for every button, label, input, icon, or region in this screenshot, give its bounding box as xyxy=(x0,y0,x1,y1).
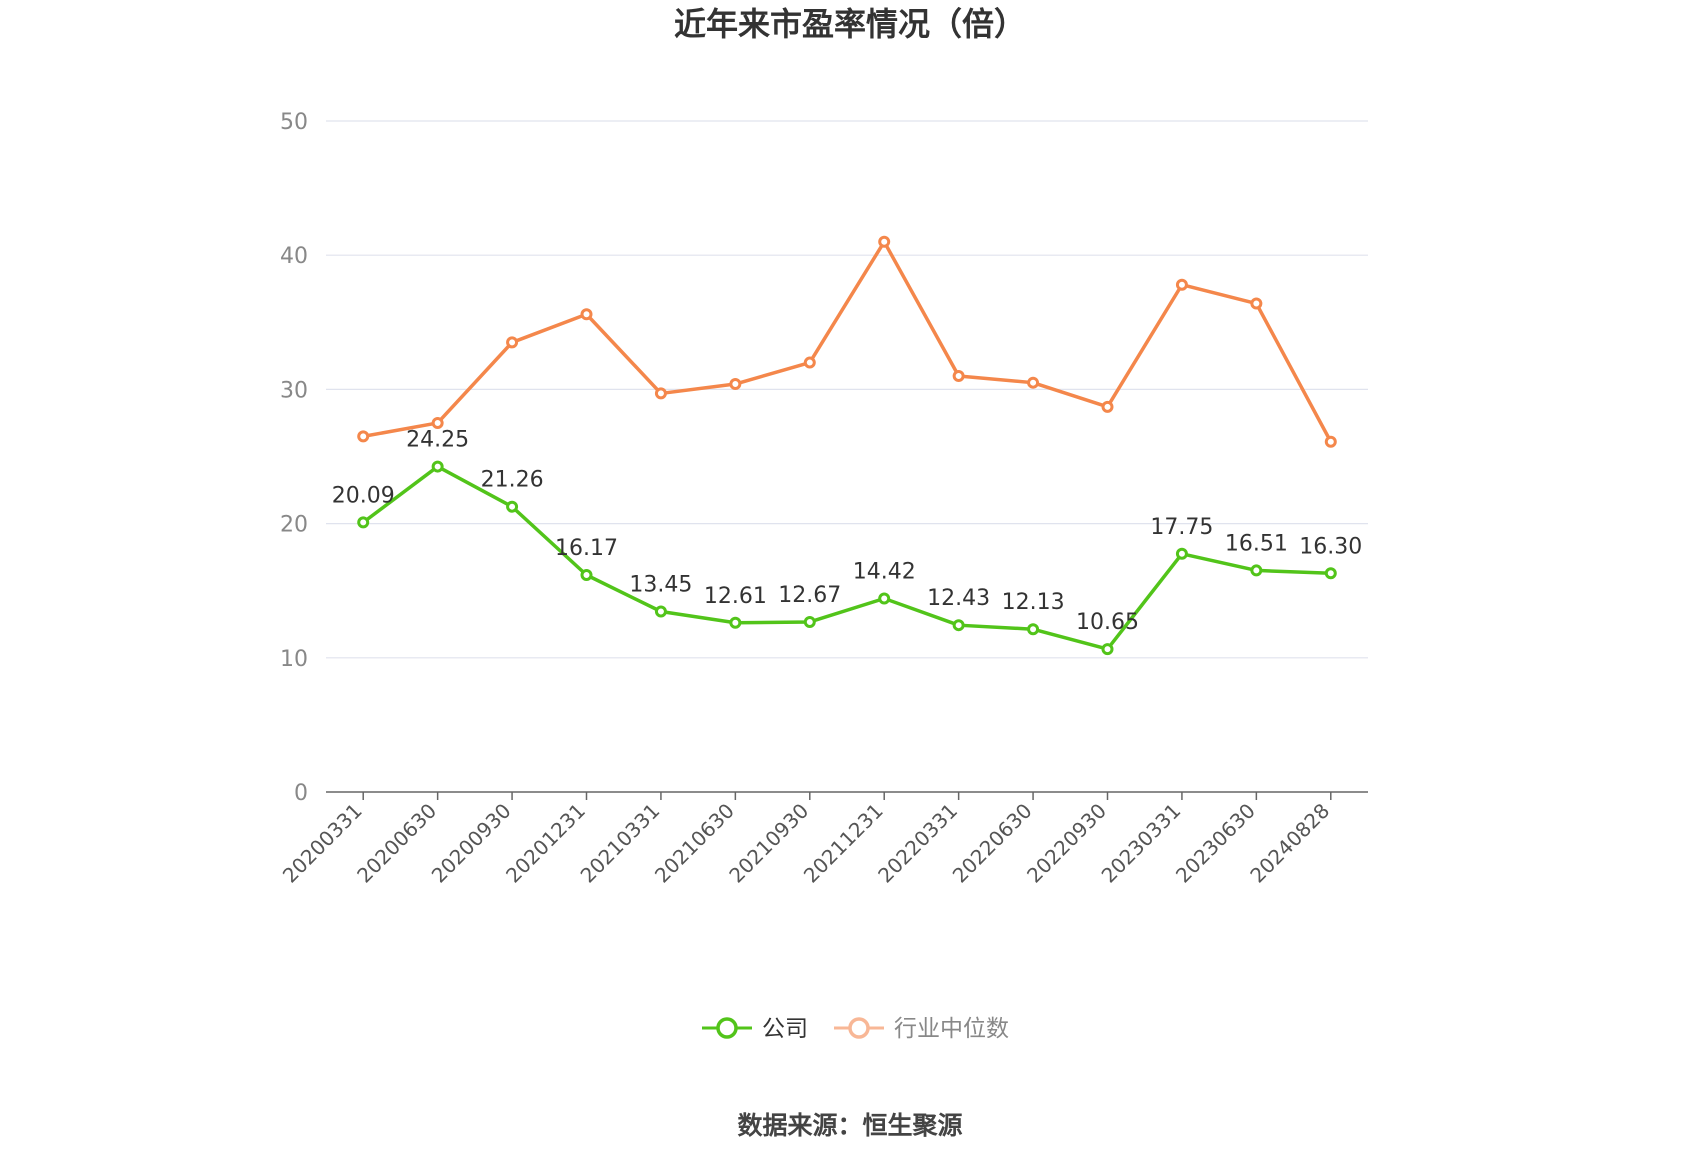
x-tick-label: 20220331 xyxy=(873,799,962,888)
data-label: 12.61 xyxy=(704,584,767,609)
data-point-company[interactable] xyxy=(357,516,370,529)
data-point-industry[interactable] xyxy=(1027,376,1040,389)
x-axis: 2020033120200630202009302020123120210331… xyxy=(278,791,1368,888)
data-point-industry[interactable] xyxy=(803,356,816,369)
x-tick-label: 20200930 xyxy=(427,799,516,888)
y-tick-label: 20 xyxy=(280,513,308,538)
legend-item-industry[interactable]: 行业中位数 xyxy=(834,1016,1009,1042)
data-label: 12.67 xyxy=(778,583,841,608)
data-point-company[interactable] xyxy=(506,500,519,513)
data-point-industry[interactable] xyxy=(357,430,370,443)
data-source: 数据来源：恒生聚源 xyxy=(737,1111,962,1140)
x-tick-label: 20200331 xyxy=(278,799,367,888)
data-point-industry[interactable] xyxy=(506,336,519,349)
data-point-industry[interactable] xyxy=(729,378,742,391)
data-label: 16.30 xyxy=(1299,534,1362,559)
legend-company-label: 公司 xyxy=(762,1016,808,1042)
data-point-company[interactable] xyxy=(1324,567,1337,580)
series-lines xyxy=(357,235,1337,656)
x-tick-label: 20210331 xyxy=(576,799,665,888)
data-point-industry[interactable] xyxy=(952,369,965,382)
x-tick-label: 20220630 xyxy=(948,799,1037,888)
data-point-company[interactable] xyxy=(654,605,667,618)
data-point-industry[interactable] xyxy=(431,416,444,429)
data-point-industry[interactable] xyxy=(1250,297,1263,310)
legend-industry-label: 行业中位数 xyxy=(894,1016,1009,1042)
data-point-industry[interactable] xyxy=(1324,435,1337,448)
x-tick-label: 20240828 xyxy=(1245,799,1334,888)
legend: 公司 行业中位数 xyxy=(702,1016,1009,1042)
y-tick-label: 30 xyxy=(280,378,308,403)
data-label: 24.25 xyxy=(406,428,469,453)
data-point-company[interactable] xyxy=(580,568,593,581)
data-point-industry[interactable] xyxy=(654,387,667,400)
x-tick-label: 20230630 xyxy=(1171,799,1260,888)
legend-industry-marker xyxy=(848,1017,870,1039)
legend-company-marker xyxy=(716,1017,738,1039)
data-labels: 20.09 24.25 21.26 16.17 13.45 12.61 12.67 14.42… xyxy=(332,428,1363,636)
series-line-company xyxy=(361,464,1333,651)
data-point-industry[interactable] xyxy=(1175,278,1188,291)
x-tick-label: 20211231 xyxy=(799,799,888,888)
data-point-industry[interactable] xyxy=(580,308,593,321)
chart-title: 近年来市盈率情况（倍） xyxy=(674,5,1026,43)
y-tick-label: 10 xyxy=(280,647,308,672)
data-label: 12.13 xyxy=(1002,590,1065,615)
x-tick-label: 20210630 xyxy=(650,799,739,888)
data-point-company[interactable] xyxy=(729,616,742,629)
x-tick-label: 20200630 xyxy=(352,799,441,888)
x-tick-label: 20201231 xyxy=(501,799,590,888)
y-tick-label: 40 xyxy=(280,244,308,269)
data-point-industry[interactable] xyxy=(1101,400,1114,413)
series-line-industry xyxy=(361,240,1333,444)
data-point-company[interactable] xyxy=(1175,547,1188,560)
data-label: 16.51 xyxy=(1225,531,1288,556)
data-label: 14.42 xyxy=(853,559,916,584)
grid-lines: 0 10 20 30 40 50 xyxy=(280,110,1368,806)
data-label: 17.75 xyxy=(1150,515,1213,540)
data-point-company[interactable] xyxy=(1250,564,1263,577)
data-label: 13.45 xyxy=(629,573,692,598)
data-label: 10.65 xyxy=(1076,610,1139,635)
data-label: 21.26 xyxy=(481,468,544,493)
y-tick-label: 50 xyxy=(280,110,308,135)
x-tick-label: 20220930 xyxy=(1022,799,1111,888)
data-label: 20.09 xyxy=(332,483,395,508)
data-point-company[interactable] xyxy=(952,619,965,632)
data-point-company[interactable] xyxy=(431,460,444,473)
data-point-company[interactable] xyxy=(803,615,816,628)
data-point-company[interactable] xyxy=(878,592,891,605)
data-point-industry[interactable] xyxy=(878,235,891,248)
legend-item-company[interactable]: 公司 xyxy=(702,1016,808,1042)
data-label: 16.17 xyxy=(555,536,618,561)
x-tick-label: 20210930 xyxy=(724,799,813,888)
data-label: 12.43 xyxy=(927,586,990,611)
data-point-company[interactable] xyxy=(1027,623,1040,636)
data-point-company[interactable] xyxy=(1101,643,1114,656)
y-tick-label: 0 xyxy=(294,781,308,806)
x-tick-label: 20230331 xyxy=(1097,799,1186,888)
